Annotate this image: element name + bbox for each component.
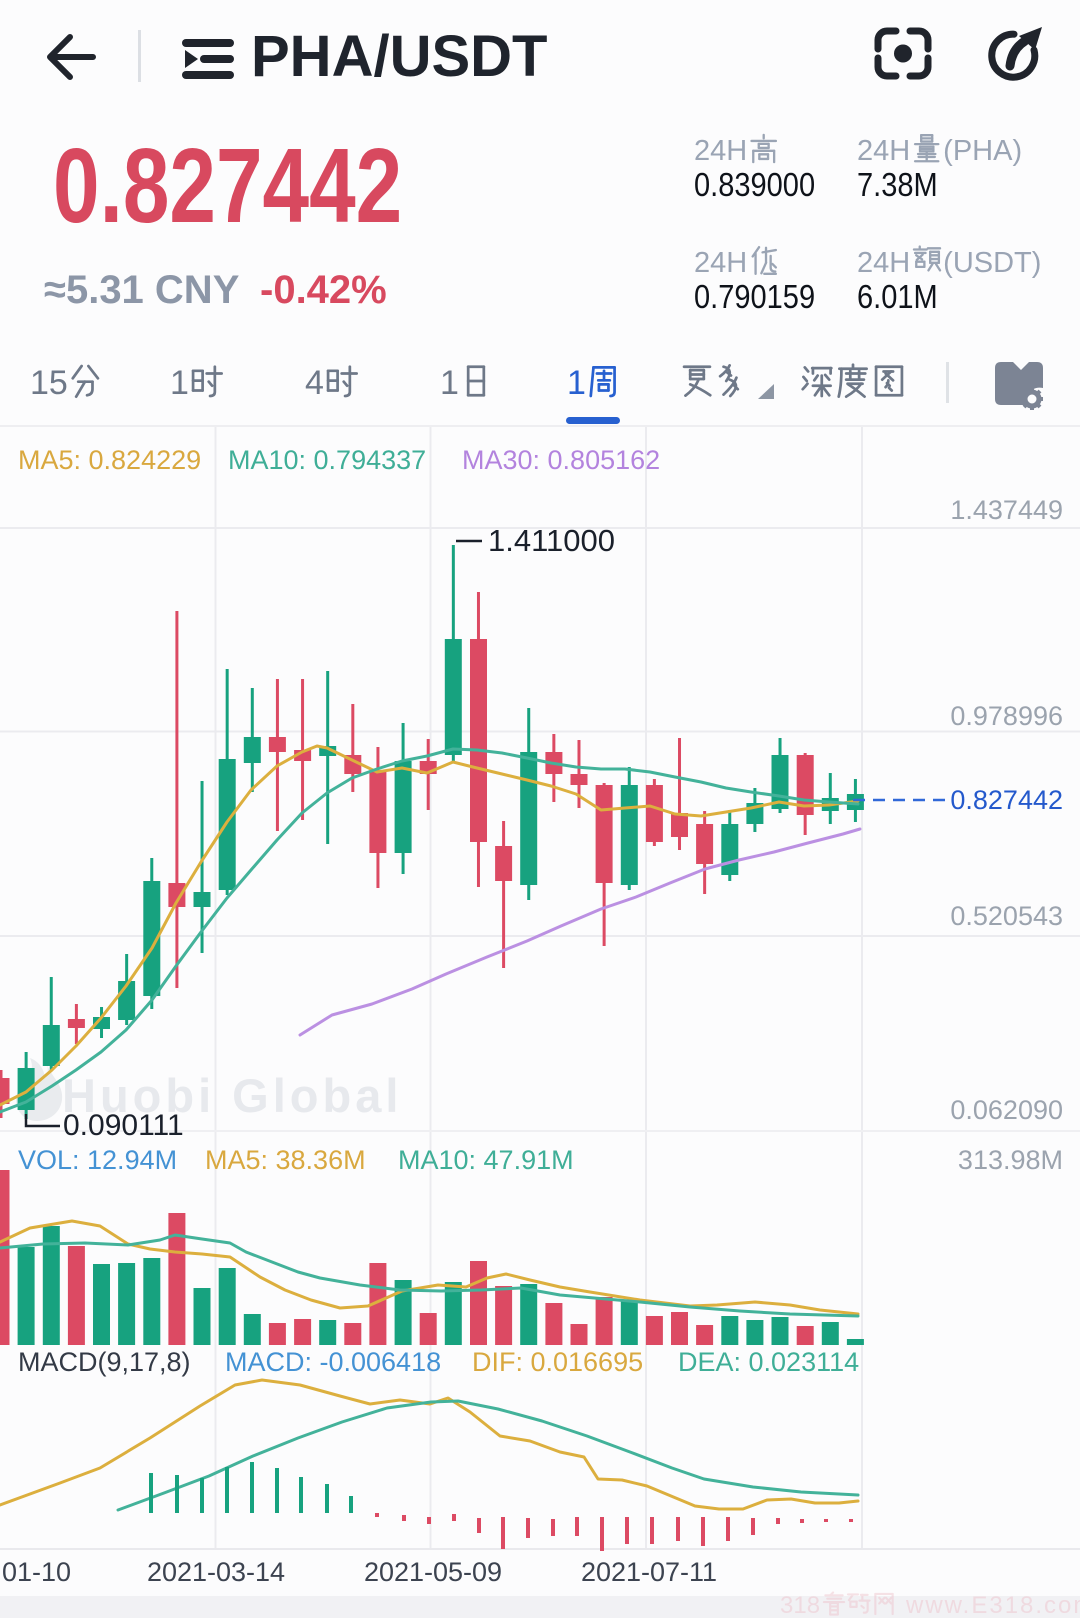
svg-text:1: 1 <box>170 364 189 402</box>
svg-text:7.38M: 7.38M <box>857 166 938 203</box>
svg-text:2021-05-09: 2021-05-09 <box>364 1557 502 1587</box>
svg-text:1: 1 <box>567 364 586 402</box>
svg-text:01-10: 01-10 <box>2 1557 71 1587</box>
svg-text:PHA/USDT: PHA/USDT <box>251 24 547 89</box>
svg-text:www.E318.com: www.E318.com <box>905 1592 1080 1618</box>
svg-text:(PHA): (PHA) <box>943 135 1022 167</box>
svg-text:≈5.31 CNY: ≈5.31 CNY <box>44 268 240 312</box>
svg-text:0.839000: 0.839000 <box>694 166 815 203</box>
svg-text:2021-03-14: 2021-03-14 <box>147 1557 285 1587</box>
svg-text:0.827442: 0.827442 <box>53 128 402 246</box>
svg-text:15: 15 <box>30 364 68 402</box>
svg-text:4: 4 <box>305 364 324 402</box>
svg-text:VOL: 12.94M: VOL: 12.94M <box>18 1145 177 1175</box>
svg-text:-0.42%: -0.42% <box>260 268 387 312</box>
svg-text:DIF: 0.016695: DIF: 0.016695 <box>472 1347 643 1377</box>
svg-text:6.01M: 6.01M <box>857 278 938 315</box>
svg-text:313.98M: 313.98M <box>958 1145 1063 1175</box>
svg-text:2021-07-11: 2021-07-11 <box>581 1557 717 1587</box>
svg-text:1: 1 <box>440 364 459 402</box>
svg-text:0.090111: 0.090111 <box>63 1109 184 1142</box>
svg-text:1.411000: 1.411000 <box>488 523 615 558</box>
svg-text:DEA: 0.023114: DEA: 0.023114 <box>678 1347 859 1377</box>
svg-text:1.437449: 1.437449 <box>950 495 1063 525</box>
svg-text:MA5: 0.824229: MA5: 0.824229 <box>18 445 201 475</box>
svg-text:0.978996: 0.978996 <box>950 701 1063 731</box>
svg-text:MA10: 47.91M: MA10: 47.91M <box>398 1145 574 1175</box>
svg-text:0.827442: 0.827442 <box>950 785 1063 815</box>
svg-text:MA10: 0.794337: MA10: 0.794337 <box>228 445 426 475</box>
svg-text:24H: 24H <box>857 135 910 167</box>
svg-text:0.790159: 0.790159 <box>694 278 815 315</box>
svg-text:MACD: -0.006418: MACD: -0.006418 <box>225 1347 441 1377</box>
svg-text:MA5: 38.36M: MA5: 38.36M <box>205 1145 366 1175</box>
svg-text:318: 318 <box>780 1592 820 1618</box>
svg-text:(USDT): (USDT) <box>943 247 1041 279</box>
svg-text:0.520543: 0.520543 <box>950 901 1063 931</box>
svg-text:24H: 24H <box>694 135 747 167</box>
svg-text:MA30: 0.805162: MA30: 0.805162 <box>462 445 660 475</box>
svg-text:Huobi Global: Huobi Global <box>62 1069 402 1122</box>
svg-text:0.062090: 0.062090 <box>950 1095 1063 1125</box>
svg-text:MACD(9,17,8): MACD(9,17,8) <box>18 1347 191 1377</box>
svg-text:24H: 24H <box>857 247 910 279</box>
svg-text:24H: 24H <box>694 247 747 279</box>
